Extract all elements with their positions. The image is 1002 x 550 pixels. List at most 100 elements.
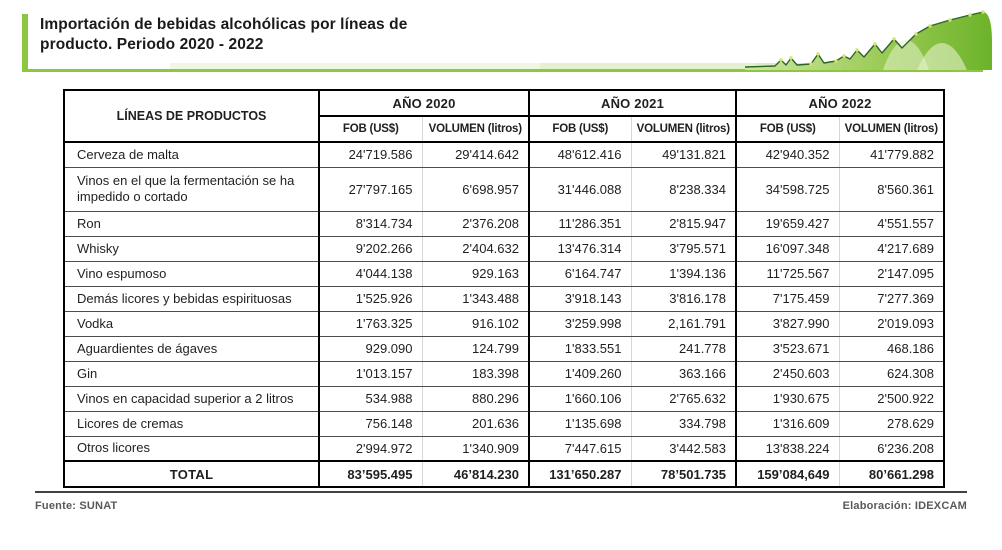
value-cell: 4'551.557: [838, 211, 944, 237]
total-value-cell: 131’650.287: [528, 460, 631, 488]
value-cell: 3'259.998: [528, 311, 631, 337]
product-cell: Licores de cremas: [64, 411, 319, 437]
value-cell: 13'476.314: [528, 236, 631, 262]
value-cell: 201.636: [421, 411, 529, 437]
value-cell: 334.798: [630, 411, 736, 437]
value-cell: 3'816.178: [630, 286, 736, 312]
column-header-fob-2022: FOB (US$): [735, 116, 839, 143]
total-value-cell: 83’595.495: [318, 460, 422, 488]
total-row: TOTAL 83’595.495 46’814.230 131’650.287 …: [64, 460, 944, 488]
table-row: Whisky 9'202.266 2'404.632 13'476.314 3'…: [64, 236, 944, 262]
value-cell: 2,161.791: [630, 311, 736, 337]
value-cell: 916.102: [421, 311, 529, 337]
total-value-cell: 159’084,649: [735, 460, 839, 488]
product-cell: Otros licores: [64, 436, 319, 462]
column-header-products: LÍNEAS DE PRODUCTOS: [64, 90, 319, 143]
value-cell: 1'340.909: [421, 436, 529, 462]
value-cell: 11'725.567: [735, 261, 839, 287]
imports-table: LÍNEAS DE PRODUCTOS AÑO 2020 AÑO 2021 AÑ…: [63, 89, 945, 488]
value-cell: 4'044.138: [318, 261, 422, 287]
column-header-year-2020: AÑO 2020: [318, 90, 529, 117]
value-cell: 1'409.260: [528, 361, 631, 387]
value-cell: 8'314.734: [318, 211, 422, 237]
value-cell: 3'827.990: [735, 311, 839, 337]
footer-divider-line: [35, 491, 967, 493]
product-cell: Vinos en capacidad superior a 2 litros: [64, 386, 319, 412]
table-row: Aguardientes de ágaves 929.090 124.799 1…: [64, 336, 944, 362]
table-row: Vodka 1'763.325 916.102 3'259.998 2,161.…: [64, 311, 944, 337]
product-cell: Whisky: [64, 236, 319, 262]
value-cell: 2'994.972: [318, 436, 422, 462]
total-value-cell: 78’501.735: [630, 460, 736, 488]
value-cell: 756.148: [318, 411, 422, 437]
table-header: LÍNEAS DE PRODUCTOS AÑO 2020 AÑO 2021 AÑ…: [64, 90, 944, 143]
product-cell: Vino espumoso: [64, 261, 319, 287]
value-cell: 31'446.088: [528, 167, 631, 212]
value-cell: 3'795.571: [630, 236, 736, 262]
table-row: Vinos en capacidad superior a 2 litros 5…: [64, 386, 944, 412]
value-cell: 8'560.361: [838, 167, 944, 212]
value-cell: 19'659.427: [735, 211, 839, 237]
value-cell: 3'523.671: [735, 336, 839, 362]
value-cell: 1'394.136: [630, 261, 736, 287]
column-header-volumen-2021: VOLUMEN (litros): [630, 116, 736, 143]
product-cell: Gin: [64, 361, 319, 387]
value-cell: 2'500.922: [838, 386, 944, 412]
column-header-fob-2021: FOB (US$): [528, 116, 631, 143]
page-title: Importación de bebidas alcohólicas por l…: [40, 15, 510, 54]
value-cell: 2'376.208: [421, 211, 529, 237]
value-cell: 468.186: [838, 336, 944, 362]
value-cell: 2'765.632: [630, 386, 736, 412]
value-cell: 880.296: [421, 386, 529, 412]
value-cell: 2'450.603: [735, 361, 839, 387]
value-cell: 49'131.821: [630, 142, 736, 168]
header-divider-line: [22, 69, 983, 72]
value-cell: 929.163: [421, 261, 529, 287]
product-cell: Vinos en el que la fermentación se ha im…: [64, 167, 319, 212]
product-cell: Vodka: [64, 311, 319, 337]
page-title-line1: Importación de bebidas alcohólicas por l…: [40, 16, 408, 33]
table-row: Ron 8'314.734 2'376.208 11'286.351 2'815…: [64, 211, 944, 237]
table-row: Vino espumoso 4'044.138 929.163 6'164.74…: [64, 261, 944, 287]
table-row: Vinos en el que la fermentación se ha im…: [64, 167, 944, 212]
column-header-volumen-2022: VOLUMEN (litros): [838, 116, 944, 143]
value-cell: 2'019.093: [838, 311, 944, 337]
value-cell: 24'719.586: [318, 142, 422, 168]
value-cell: 3'918.143: [528, 286, 631, 312]
total-label-cell: TOTAL: [64, 460, 319, 488]
green-band-decoration: [540, 63, 755, 71]
value-cell: 624.308: [838, 361, 944, 387]
title-accent-bar: [22, 14, 28, 71]
value-cell: 1'013.157: [318, 361, 422, 387]
elaboration-label: Elaboración: IDEXCAM: [842, 500, 967, 512]
value-cell: 3'442.583: [630, 436, 736, 462]
table-row: Licores de cremas 756.148 201.636 1'135.…: [64, 411, 944, 437]
value-cell: 4'217.689: [838, 236, 944, 262]
value-cell: 41'779.882: [838, 142, 944, 168]
product-cell: Cerveza de malta: [64, 142, 319, 168]
value-cell: 124.799: [421, 336, 529, 362]
value-cell: 1'525.926: [318, 286, 422, 312]
value-cell: 7'447.615: [528, 436, 631, 462]
value-cell: 34'598.725: [735, 167, 839, 212]
value-cell: 1'660.106: [528, 386, 631, 412]
growth-area-chart-icon: [745, 10, 992, 70]
green-band-decoration: [170, 63, 540, 71]
value-cell: 278.629: [838, 411, 944, 437]
value-cell: 241.778: [630, 336, 736, 362]
value-cell: 6'164.747: [528, 261, 631, 287]
product-cell: Demás licores y bebidas espirituosas: [64, 286, 319, 312]
value-cell: 2'147.095: [838, 261, 944, 287]
table-row: Otros licores 2'994.972 1'340.909 7'447.…: [64, 436, 944, 462]
value-cell: 16'097.348: [735, 236, 839, 262]
product-cell: Aguardientes de ágaves: [64, 336, 319, 362]
total-value-cell: 80’661.298: [838, 460, 944, 488]
column-header-year-2021: AÑO 2021: [528, 90, 736, 117]
total-value-cell: 46’814.230: [421, 460, 529, 488]
value-cell: 6'698.957: [421, 167, 529, 212]
column-header-volumen-2020: VOLUMEN (litros): [421, 116, 529, 143]
column-header-fob-2020: FOB (US$): [318, 116, 422, 143]
value-cell: 1'343.488: [421, 286, 529, 312]
value-cell: 1'833.551: [528, 336, 631, 362]
